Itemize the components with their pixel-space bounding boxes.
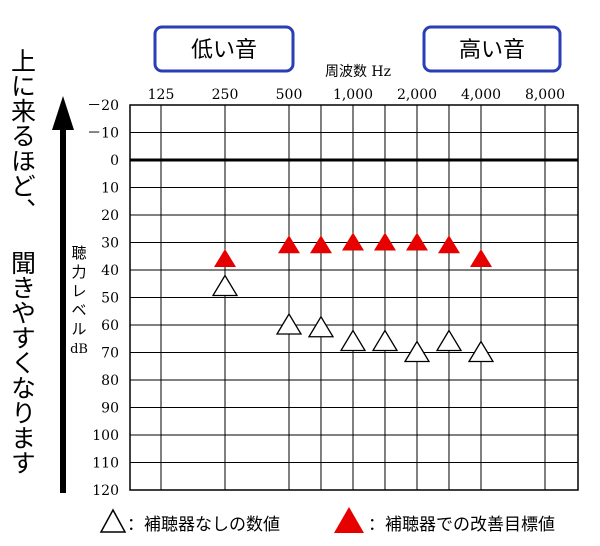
y-tick-label: 80 — [101, 373, 119, 389]
legend-entry-with-aid: ：補聴器での改善目標値 — [368, 515, 555, 535]
y-axis-label-part: レ — [71, 282, 86, 300]
y-tick-labels: －20 －10 0 10 20 30 40 50 60 70 80 90 100 110 120 — [87, 98, 119, 499]
y-tick-label: 20 — [101, 208, 119, 224]
y-axis-label-part: ル — [71, 320, 86, 338]
y-axis-label-part: dB — [70, 342, 88, 357]
open-triangle-marker — [467, 340, 495, 363]
x-tick-label: 125 — [148, 87, 175, 103]
y-tick-label: 50 — [101, 291, 119, 307]
open-triangle-marker — [307, 315, 335, 338]
up-arrow-icon — [52, 96, 74, 493]
legend-entry-without-aid: ：補聴器なしの数値 — [127, 515, 280, 535]
y-tick-label: 40 — [101, 263, 119, 279]
y-tick-label: 90 — [101, 401, 119, 417]
open-triangle-marker — [211, 274, 239, 297]
x-tick-label: 4,000 — [461, 87, 501, 103]
x-tick-label: 500 — [276, 87, 303, 103]
filled-triangle-marker — [342, 232, 364, 251]
x-tick-label: 2,000 — [397, 87, 437, 103]
x-tick-labels: 125 250 500 1,000 2,000 4,000 8,000 — [148, 87, 565, 103]
x-tick-label: 1,000 — [333, 87, 373, 103]
open-triangle-marker — [403, 340, 431, 363]
plot-grid — [129, 104, 579, 491]
y-tick-label: 10 — [101, 181, 119, 197]
low-sound-label: 低い音 — [191, 38, 257, 63]
filled-triangle-marker — [278, 235, 300, 254]
high-sound-box: 高い音 — [422, 25, 562, 73]
side-caption-line-2: 聞きやすくなります — [8, 250, 37, 475]
x-tick-label: 250 — [212, 87, 239, 103]
y-axis-label-part: 聴 — [71, 244, 86, 262]
filled-triangle-marker — [406, 232, 428, 251]
filled-triangle-marker — [214, 249, 236, 267]
y-tick-label: －20 — [87, 98, 119, 114]
y-tick-label: 110 — [92, 456, 119, 472]
high-sound-label: 高い音 — [459, 38, 525, 63]
y-tick-label: －10 — [87, 126, 119, 142]
open-triangle-marker — [435, 329, 463, 352]
open-triangle-marker — [371, 329, 399, 352]
open-triangle-marker — [275, 312, 303, 335]
y-axis-label-part: ベ — [71, 301, 86, 319]
legend-filled-triangle-icon — [334, 507, 364, 533]
low-sound-box: 低い音 — [153, 25, 295, 73]
legend-open-triangle-icon — [99, 508, 127, 533]
y-tick-label: 0 — [110, 153, 119, 169]
plot-frame — [129, 104, 579, 491]
y-tick-label: 30 — [101, 236, 119, 252]
x-axis-title: 周波数 Hz — [325, 64, 391, 80]
y-tick-label: 60 — [101, 318, 119, 334]
filled-triangle-marker — [470, 249, 492, 267]
filled-triangle-marker — [437, 235, 460, 254]
side-caption-line-1: 上に来るほど、 — [8, 48, 37, 223]
legend: ：補聴器なしの数値 ：補聴器での改善目標値 — [99, 507, 555, 535]
y-tick-label: 100 — [92, 428, 119, 444]
y-tick-label: 120 — [92, 483, 119, 499]
filled-triangle-marker — [373, 232, 396, 251]
x-tick-label: 8,000 — [525, 87, 565, 103]
open-triangle-marker — [339, 329, 367, 352]
y-axis-label-part: 力 — [71, 263, 86, 281]
data-markers — [211, 232, 495, 363]
y-tick-label: 70 — [101, 346, 119, 362]
filled-triangle-marker — [309, 235, 332, 254]
